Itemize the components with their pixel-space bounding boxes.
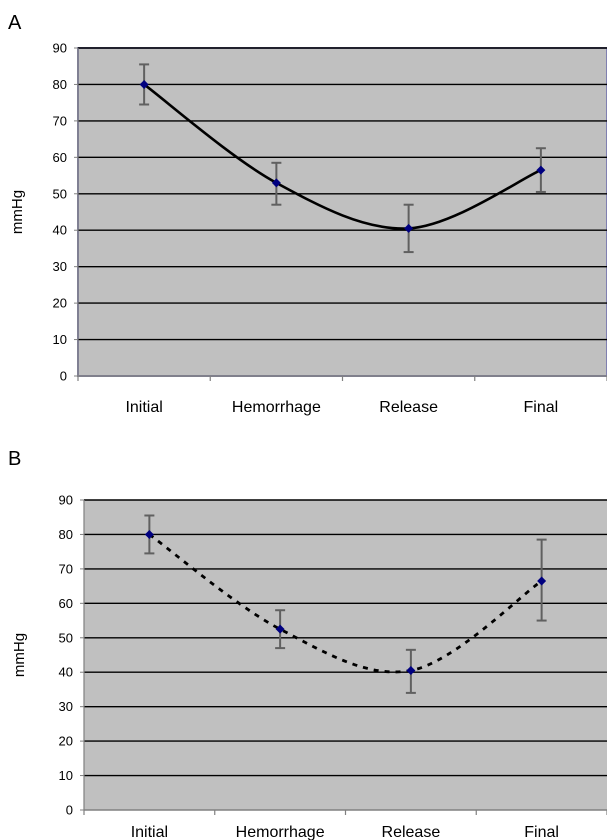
chart-b-x-tick-label-0: Initial xyxy=(131,824,168,840)
chart-b-x-tick-label-3: Final xyxy=(524,824,559,840)
chart-b-y-axis-title: mmHg xyxy=(11,633,28,677)
chart-a-y-tick-label-50: 50 xyxy=(53,186,67,201)
chart-a-y-tick-label-90: 90 xyxy=(53,41,67,56)
chart-b-point-1 xyxy=(275,624,285,634)
chart-a-x-tick-label-1: Hemorrhage xyxy=(232,399,321,416)
chart-b-point-2 xyxy=(406,666,416,675)
chart-b-x-tick-label-2: Release xyxy=(382,824,441,840)
chart-a-x-tick-label-0: Initial xyxy=(125,399,162,416)
chart-b-y-tick-label-70: 70 xyxy=(59,561,73,576)
chart-a-y-tick-label-10: 10 xyxy=(53,332,67,347)
chart-b-y-tick-label-60: 60 xyxy=(59,596,73,611)
chart-a-series-0-line xyxy=(143,83,542,230)
panel-letter-a: A xyxy=(8,12,22,34)
chart-a-y-tick-label-30: 30 xyxy=(53,259,67,274)
chart-b-y-tick-label-20: 20 xyxy=(59,734,73,749)
chart-a-point-3 xyxy=(536,165,546,175)
chart-b-y-tick-label-40: 40 xyxy=(59,665,73,680)
chart-a-svg: 0 10 20 30 40 50 60 70 80 90 Initial Hemorrhage Rele… xyxy=(9,41,607,416)
chart-a-y-tick-label-80: 80 xyxy=(53,77,67,92)
chart-a-point-0 xyxy=(139,79,149,89)
chart-b-series-0-line xyxy=(148,533,543,674)
chart-a-y-tick-label-0: 0 xyxy=(60,369,67,384)
chart-a-plot-area xyxy=(77,47,607,377)
chart-b-y-tick-label-50: 50 xyxy=(59,630,73,645)
chart-b-x-tick-label-1: Hemorrhage xyxy=(236,824,325,840)
chart-b-plot-area xyxy=(84,500,607,810)
chart-a-x-tick-label-3: Final xyxy=(524,399,559,416)
chart-b-point-3 xyxy=(537,576,547,586)
chart-b-svg: 0 10 20 30 40 50 60 70 80 90 Initial Hemorrhage Rele… xyxy=(11,493,607,840)
chart-panel-a: 0 10 20 30 40 50 60 70 80 90 Initial Hemorrhage Rele… xyxy=(8,12,607,416)
chart-a-point-1 xyxy=(271,178,281,188)
chart-a-y-tick-label-60: 60 xyxy=(53,150,67,165)
chart-panel-b: 0 10 20 30 40 50 60 70 80 90 Initial Hemorrhage Rele… xyxy=(0,420,607,840)
chart-a-y-tick-label-20: 20 xyxy=(53,296,67,311)
chart-b-y-tick-label-0: 0 xyxy=(66,803,73,818)
chart-a-y-axis-title: mmHg xyxy=(9,190,26,234)
chart-a-x-tick-label-2: Release xyxy=(379,399,438,416)
chart-a-y-tick-label-40: 40 xyxy=(53,223,67,238)
chart-b-y-tick-label-80: 80 xyxy=(59,527,73,542)
chart-a-point-2 xyxy=(404,223,414,233)
chart-b-y-tick-label-30: 30 xyxy=(59,699,73,714)
chart-b-y-tick-label-10: 10 xyxy=(59,768,73,783)
chart-a-y-tick-label-70: 70 xyxy=(53,113,67,128)
chart-b-point-0 xyxy=(144,529,154,539)
panel-letter-b: B xyxy=(8,448,22,470)
chart-b-y-tick-label-90: 90 xyxy=(59,493,73,508)
